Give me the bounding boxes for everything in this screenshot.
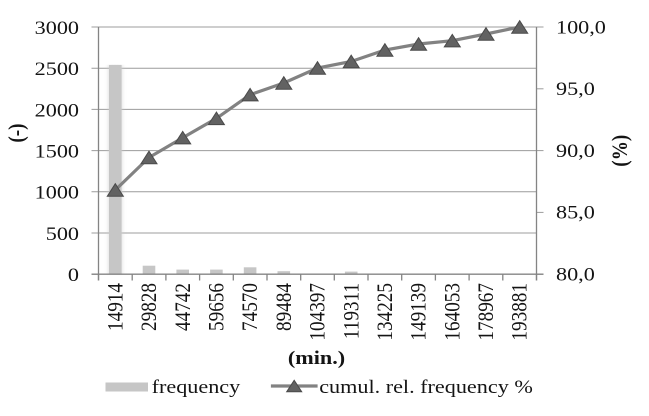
svg-text:1500: 1500 <box>35 142 79 162</box>
svg-text:149139: 149139 <box>407 283 431 341</box>
svg-text:104397: 104397 <box>306 283 330 341</box>
svg-text:3000: 3000 <box>35 18 79 38</box>
svg-text:(%): (%) <box>609 135 633 167</box>
svg-text:500: 500 <box>46 224 79 244</box>
svg-text:178967: 178967 <box>475 283 499 341</box>
svg-text:2000: 2000 <box>35 101 79 121</box>
svg-text:29828: 29828 <box>138 283 162 331</box>
svg-text:80,0: 80,0 <box>556 265 595 285</box>
svg-text:85,0: 85,0 <box>556 203 595 223</box>
svg-text:14914: 14914 <box>104 282 128 331</box>
svg-text:0: 0 <box>68 265 79 285</box>
svg-text:193881: 193881 <box>509 283 533 341</box>
svg-text:44742: 44742 <box>172 283 196 331</box>
svg-text:2500: 2500 <box>35 59 79 79</box>
svg-text:(-): (-) <box>5 123 29 142</box>
svg-text:59656: 59656 <box>205 283 229 331</box>
svg-text:74570: 74570 <box>239 283 263 331</box>
svg-text:1000: 1000 <box>35 183 79 203</box>
svg-text:90,0: 90,0 <box>556 141 595 161</box>
svg-text:164053: 164053 <box>441 283 465 341</box>
svg-text:95,0: 95,0 <box>556 79 595 99</box>
svg-text:134225: 134225 <box>374 283 398 341</box>
svg-text:100,0: 100,0 <box>556 18 606 38</box>
svg-text:119311: 119311 <box>340 283 364 339</box>
svg-text:frequency: frequency <box>152 377 241 397</box>
svg-text:cumul. rel. frequency %: cumul. rel. frequency % <box>319 377 533 397</box>
svg-text:(min.): (min.) <box>288 348 345 368</box>
svg-text:89484: 89484 <box>273 282 297 331</box>
